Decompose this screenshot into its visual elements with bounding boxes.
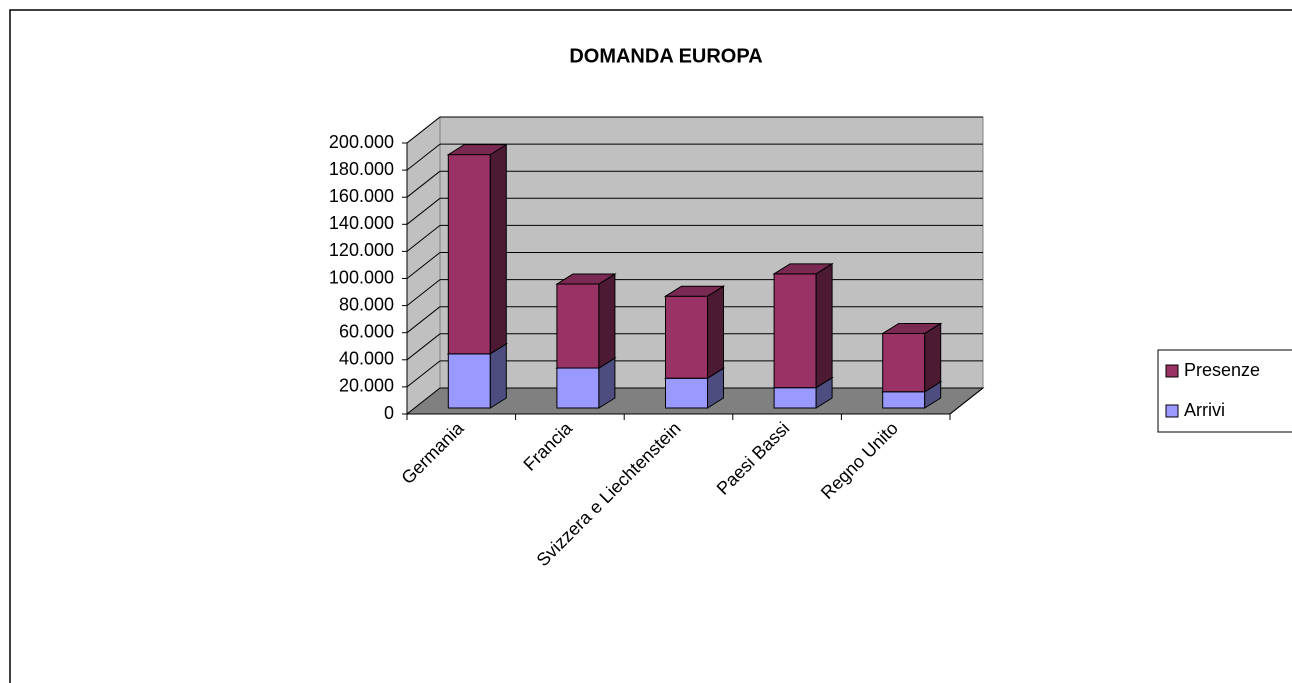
grid-line [406, 360, 441, 388]
bar-front [447, 154, 491, 355]
grid-line [406, 116, 441, 144]
legend-box [1157, 349, 1292, 433]
bar-front [556, 367, 600, 409]
bar-front [665, 295, 708, 379]
bar-side [924, 322, 942, 393]
grid-line [406, 225, 441, 252]
bar-top [772, 263, 834, 275]
y-tick-label: 0 [384, 403, 394, 423]
bar-top [880, 322, 943, 334]
legend-label: Arrivi [1184, 400, 1225, 420]
bar-side [815, 262, 833, 389]
chart-title: DOMANDA EUROPA [569, 45, 762, 67]
y-tick-label: 120.000 [329, 240, 394, 260]
bar-side [489, 342, 507, 409]
grid-line [406, 197, 441, 225]
grid-line [406, 279, 441, 306]
bar-front [773, 387, 817, 409]
legend-swatch [1165, 364, 1179, 378]
y-tick-label: 180.000 [329, 159, 394, 179]
bar-front [665, 377, 708, 409]
bar-top [446, 144, 509, 156]
bar-side [707, 285, 724, 380]
bar-top [663, 285, 726, 297]
y-tick-label: 160.000 [329, 186, 394, 206]
bar-side [598, 273, 616, 369]
legend-label: Presenze [1184, 360, 1260, 380]
grid-line [406, 170, 441, 198]
y-tick-label: 40.000 [339, 349, 394, 369]
bar-front [556, 283, 600, 369]
bar-front [882, 332, 926, 393]
grid-line [406, 252, 441, 279]
y-tick-label: 140.000 [329, 213, 394, 233]
bar-front [882, 391, 926, 409]
y-tick-label: 100.000 [329, 267, 394, 287]
bar-front [447, 353, 491, 409]
y-tick-label: 80.000 [339, 294, 394, 314]
grid-line [406, 306, 441, 334]
bar-top [555, 273, 617, 285]
legend-swatch [1165, 404, 1179, 418]
grid-line [406, 143, 441, 171]
grid-line [406, 333, 441, 361]
y-tick-label: 200.000 [329, 132, 394, 152]
y-tick-label: 20.000 [339, 376, 394, 396]
bar-side [489, 143, 507, 355]
bar-front [773, 273, 817, 389]
x-axis-depth [949, 387, 984, 415]
y-tick-label: 60.000 [339, 321, 394, 341]
